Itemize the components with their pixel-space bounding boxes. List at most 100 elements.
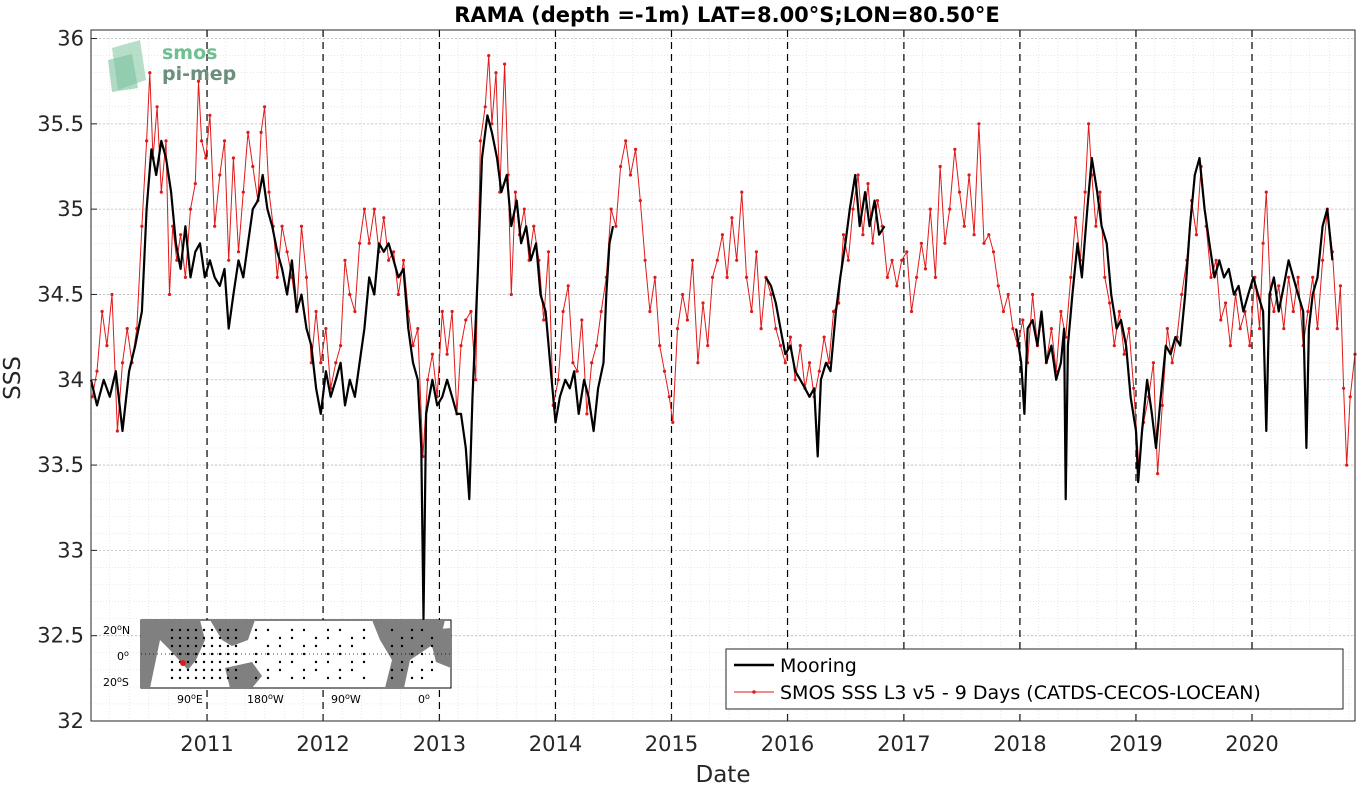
data-point bbox=[653, 275, 657, 279]
mooring-dot bbox=[362, 676, 366, 680]
data-point bbox=[556, 378, 560, 382]
data-point bbox=[638, 199, 642, 203]
data-point bbox=[175, 258, 179, 262]
x-tick-label: 2015 bbox=[645, 732, 698, 756]
map-lat-label-0: 0o bbox=[117, 649, 129, 663]
data-point bbox=[690, 258, 695, 262]
data-point bbox=[110, 292, 114, 297]
data-point bbox=[624, 139, 628, 143]
data-point bbox=[1151, 361, 1155, 365]
data-point bbox=[571, 361, 575, 365]
data-point bbox=[953, 147, 957, 151]
data-point bbox=[1132, 386, 1136, 390]
data-point bbox=[450, 309, 454, 314]
data-point bbox=[231, 156, 235, 160]
x-axis-ticks: 2011 2012 2013 2014 2015 2016 2017 2018 2019 2020 bbox=[180, 715, 1279, 756]
mooring-dot bbox=[400, 660, 404, 664]
x-tick-label: 2019 bbox=[1109, 732, 1162, 756]
data-point bbox=[754, 250, 759, 254]
data-point bbox=[1272, 309, 1276, 314]
data-point bbox=[915, 275, 919, 279]
mooring-dot bbox=[430, 636, 434, 640]
data-point bbox=[1059, 309, 1063, 314]
mooring-dot bbox=[226, 676, 230, 680]
map-lon-labels: 90oE 180oW 90oW 0o bbox=[177, 692, 430, 706]
data-point bbox=[1277, 284, 1281, 288]
mooring-dot bbox=[210, 676, 214, 680]
mooring-dot bbox=[170, 644, 174, 648]
data-point bbox=[1122, 352, 1126, 356]
data-point bbox=[334, 361, 338, 365]
mooring-dot bbox=[254, 652, 258, 656]
data-point bbox=[1311, 275, 1315, 279]
data-point bbox=[1287, 275, 1291, 279]
mooring-dot bbox=[194, 644, 198, 648]
data-point bbox=[822, 335, 826, 339]
map-lat-label-20n: 20oN bbox=[103, 623, 130, 637]
mooring-dot bbox=[234, 660, 238, 664]
data-point bbox=[285, 250, 289, 254]
data-point bbox=[658, 344, 662, 348]
mooring-dot bbox=[326, 660, 330, 664]
mooring-dot bbox=[430, 660, 434, 664]
data-point bbox=[1098, 190, 1102, 194]
data-point bbox=[1094, 224, 1098, 228]
mooring-dot bbox=[194, 628, 198, 632]
mooring-dot bbox=[400, 668, 404, 672]
mooring-dot bbox=[362, 628, 366, 632]
data-point bbox=[236, 250, 241, 254]
data-point bbox=[532, 224, 536, 228]
data-point bbox=[1338, 284, 1342, 288]
y-tick-label: 35.5 bbox=[37, 112, 84, 136]
map-lon-label-0: 0o bbox=[418, 692, 430, 706]
mooring-dot bbox=[186, 628, 190, 632]
data-point bbox=[213, 224, 217, 228]
data-point bbox=[783, 361, 787, 365]
data-point bbox=[509, 292, 513, 297]
plot-frame bbox=[90, 29, 1356, 722]
data-point bbox=[263, 105, 267, 109]
data-point bbox=[120, 361, 125, 365]
data-point bbox=[580, 318, 584, 322]
mooring-dot bbox=[266, 676, 270, 680]
data-point bbox=[196, 79, 201, 83]
mooring-dot bbox=[350, 668, 354, 672]
data-point bbox=[140, 224, 144, 228]
data-point bbox=[599, 309, 603, 314]
mooring-array-dots bbox=[170, 628, 434, 680]
data-point bbox=[343, 258, 347, 262]
plot-area bbox=[91, 30, 1355, 721]
map-lon-label-90w: 90oW bbox=[331, 692, 361, 706]
y-tick-label: 33 bbox=[57, 538, 84, 562]
data-point bbox=[314, 309, 318, 314]
data-point bbox=[426, 378, 430, 382]
mooring-dot bbox=[186, 644, 190, 648]
mooring-dot bbox=[202, 676, 206, 680]
mooring-dot bbox=[234, 652, 238, 656]
mooring-dot bbox=[278, 660, 282, 664]
data-point bbox=[561, 309, 565, 314]
data-point bbox=[1069, 275, 1073, 279]
mooring-dot bbox=[420, 676, 424, 680]
data-point bbox=[546, 250, 551, 254]
data-point bbox=[115, 429, 119, 433]
mooring-dot bbox=[170, 628, 174, 632]
mooring-dot bbox=[186, 636, 190, 640]
data-point bbox=[1108, 301, 1112, 305]
mooring-dot bbox=[226, 636, 230, 640]
data-point bbox=[972, 233, 976, 237]
data-point bbox=[774, 327, 778, 331]
station-location-marker bbox=[180, 660, 186, 666]
mooring-dot bbox=[194, 676, 198, 680]
data-point bbox=[671, 420, 675, 424]
data-point bbox=[542, 318, 546, 322]
data-point bbox=[392, 250, 396, 254]
data-point bbox=[675, 327, 680, 331]
mooring-dot bbox=[302, 644, 306, 648]
data-point bbox=[1258, 327, 1262, 331]
data-point bbox=[740, 190, 744, 194]
data-point bbox=[977, 122, 981, 126]
data-point bbox=[759, 327, 763, 331]
mooring-dot bbox=[254, 676, 258, 680]
